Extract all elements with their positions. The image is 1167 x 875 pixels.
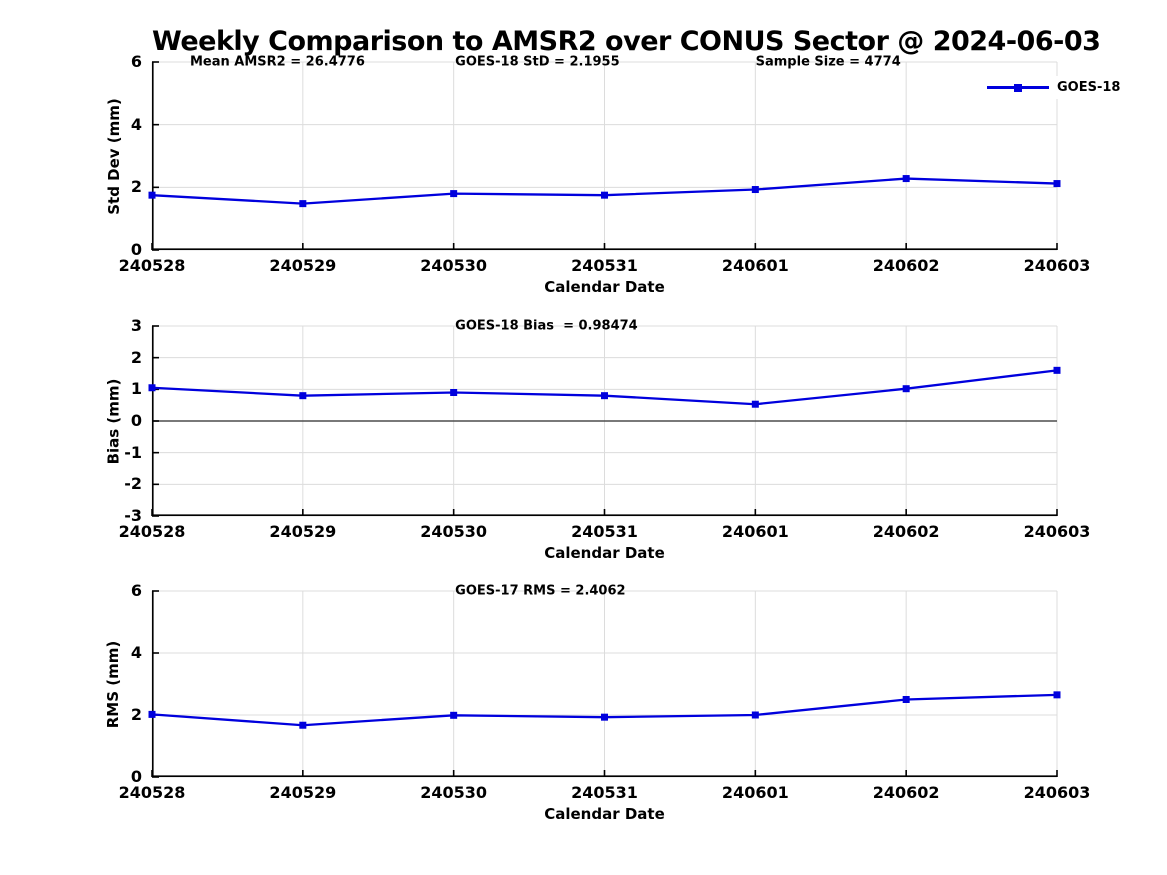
data-point-marker (450, 389, 458, 396)
y-tick-label: 6 (130, 581, 142, 600)
annotation-text: Mean AMSR2 = 26.4776 (190, 54, 365, 70)
data-point-marker (902, 696, 910, 703)
x-tick-label: 240602 (872, 522, 940, 541)
x-tick-label: 240601 (721, 522, 789, 541)
data-point-marker (148, 710, 156, 718)
data-point-marker (751, 711, 759, 719)
legend-label: GOES-18 (1057, 80, 1121, 95)
x-tick-label: 240601 (721, 783, 789, 802)
legend-square-marker-icon (1014, 83, 1022, 92)
x-axis-label: Calendar Date (544, 278, 665, 296)
y-tick-label: 6 (130, 52, 142, 71)
x-axis-label: Calendar Date (544, 805, 665, 823)
y-tick-label: -1 (124, 442, 142, 462)
x-tick-label: 240531 (571, 256, 638, 275)
y-tick-label: 3 (130, 316, 142, 335)
data-point-marker (450, 190, 458, 198)
data-point-marker (148, 384, 156, 392)
data-point-marker (1053, 691, 1061, 699)
annotation-text: GOES-17 RMS = 2.4062 (455, 583, 626, 599)
data-point-marker (902, 175, 910, 183)
x-tick-label: 240530 (420, 783, 488, 802)
x-tick-label: 240529 (269, 783, 337, 802)
y-tick-label: -3 (124, 506, 142, 525)
y-tick-label: 4 (130, 643, 142, 662)
x-tick-label: 240603 (1023, 783, 1091, 802)
x-axis-label: Calendar Date (544, 544, 665, 562)
data-point-marker (299, 392, 307, 400)
subplot-bias: Bias (mm) Calendar Date -3 -2 -1 0 1 2 3 240528… (105, 318, 1091, 561)
x-tick-label: 240528 (118, 783, 186, 802)
annotation-text: GOES-18 Bias = 0.98474 (455, 318, 638, 334)
subplot-std-dev: Std Dev (mm) Calendar Date 0 2 4 6 240528 240… (105, 54, 1091, 295)
legend: GOES-18 (981, 76, 1127, 99)
data-point-marker (601, 392, 608, 400)
y-tick-label: 2 (130, 177, 142, 197)
y-tick-label: 0 (130, 240, 142, 259)
x-tick-label: 240531 (571, 522, 638, 541)
data-point-marker (299, 721, 307, 729)
data-point-marker (902, 385, 910, 393)
y-tick-label: 2 (130, 705, 142, 724)
x-tick-label: 240530 (420, 522, 488, 541)
figure-title: Weekly Comparison to AMSR2 over CONUS Se… (152, 26, 1101, 57)
y-tick-label: -2 (124, 474, 142, 494)
annotation-text: GOES-18 StD = 2.1955 (455, 54, 620, 70)
x-tick-label: 240603 (1023, 522, 1091, 541)
plot-canvas (148, 590, 1061, 778)
data-point-marker (601, 713, 608, 721)
plot-canvas (148, 325, 1061, 517)
data-point-marker (450, 711, 458, 719)
y-tick-label: 0 (130, 411, 142, 430)
x-tick-label: 240603 (1023, 256, 1091, 275)
annotation-text: Sample Size = 4774 (755, 54, 901, 70)
y-axis-label: Std Dev (mm) (104, 97, 123, 215)
x-tick-label: 240529 (269, 522, 337, 541)
data-point-marker (751, 186, 759, 194)
x-tick-label: 240601 (721, 256, 789, 275)
data-point-marker (601, 191, 608, 199)
x-tick-label: 240528 (118, 522, 186, 541)
plot-canvas (148, 61, 1061, 251)
data-point-marker (299, 200, 307, 208)
y-tick-label: 1 (130, 379, 142, 399)
y-tick-label: 2 (130, 347, 142, 367)
data-point-marker (1053, 180, 1061, 188)
y-tick-label: 0 (130, 767, 142, 786)
x-tick-label: 240531 (571, 783, 638, 802)
x-tick-label: 240602 (872, 783, 940, 802)
y-axis-label: RMS (mm) (104, 640, 123, 728)
y-tick-label: 4 (130, 114, 142, 134)
legend-line-sample (987, 83, 1049, 92)
data-point-marker (148, 191, 156, 199)
x-tick-label: 240530 (420, 256, 488, 275)
x-tick-label: 240529 (269, 256, 337, 275)
x-tick-label: 240602 (872, 256, 940, 275)
x-tick-label: 240528 (118, 256, 186, 275)
subplot-rms: RMS (mm) Calendar Date 0 2 4 6 240528 240529 2… (105, 583, 1091, 822)
data-point-marker (751, 400, 759, 408)
data-point-marker (1053, 366, 1061, 374)
